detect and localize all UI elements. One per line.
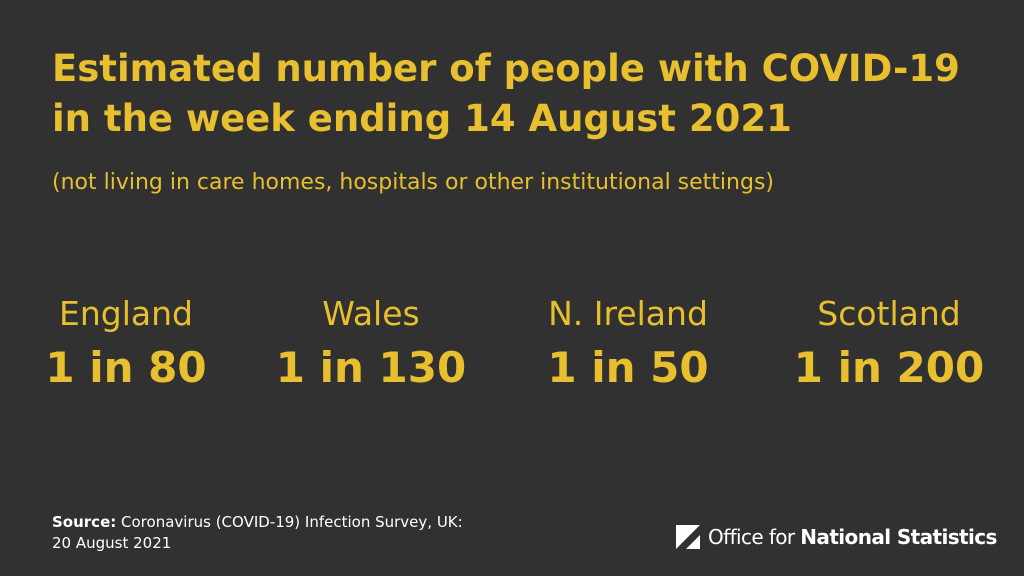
stat-region-label: Wales <box>322 294 420 333</box>
stat-value: 1 in 50 <box>547 343 709 392</box>
stat-value: 1 in 200 <box>793 343 985 392</box>
logo-prefix: Office for <box>708 525 801 549</box>
source-note: Source: Coronavirus (COVID-19) Infection… <box>52 512 572 554</box>
stat-n-ireland: N. Ireland 1 in 50 <box>508 292 748 398</box>
ons-logo-wordmark: Office for National Statistics <box>708 525 997 549</box>
page-title: Estimated number of people with COVID-19… <box>52 47 960 140</box>
source-label: Source: <box>52 513 117 531</box>
stats-row: England 1 in 80 Wales 1 in 130 N. Irelan… <box>0 292 1024 402</box>
ons-logo: Office for National Statistics <box>674 522 997 552</box>
stat-value: 1 in 130 <box>275 343 467 392</box>
source-date: 20 August 2021 <box>52 534 172 552</box>
source-text: Coronavirus (COVID-19) Infection Survey,… <box>121 513 463 531</box>
stat-region-label: Scotland <box>817 294 961 333</box>
stat-value: 1 in 80 <box>45 343 207 392</box>
stat-region-label: N. Ireland <box>548 294 708 333</box>
page-subtitle: (not living in care homes, hospitals or … <box>52 170 774 195</box>
stat-region-label: England <box>59 294 193 333</box>
stat-england: England 1 in 80 <box>6 292 246 398</box>
ons-logo-icon <box>676 525 700 549</box>
stat-scotland: Scotland 1 in 200 <box>769 292 1009 398</box>
stat-wales: Wales 1 in 130 <box>251 292 491 398</box>
logo-bold: National Statistics <box>800 525 997 549</box>
